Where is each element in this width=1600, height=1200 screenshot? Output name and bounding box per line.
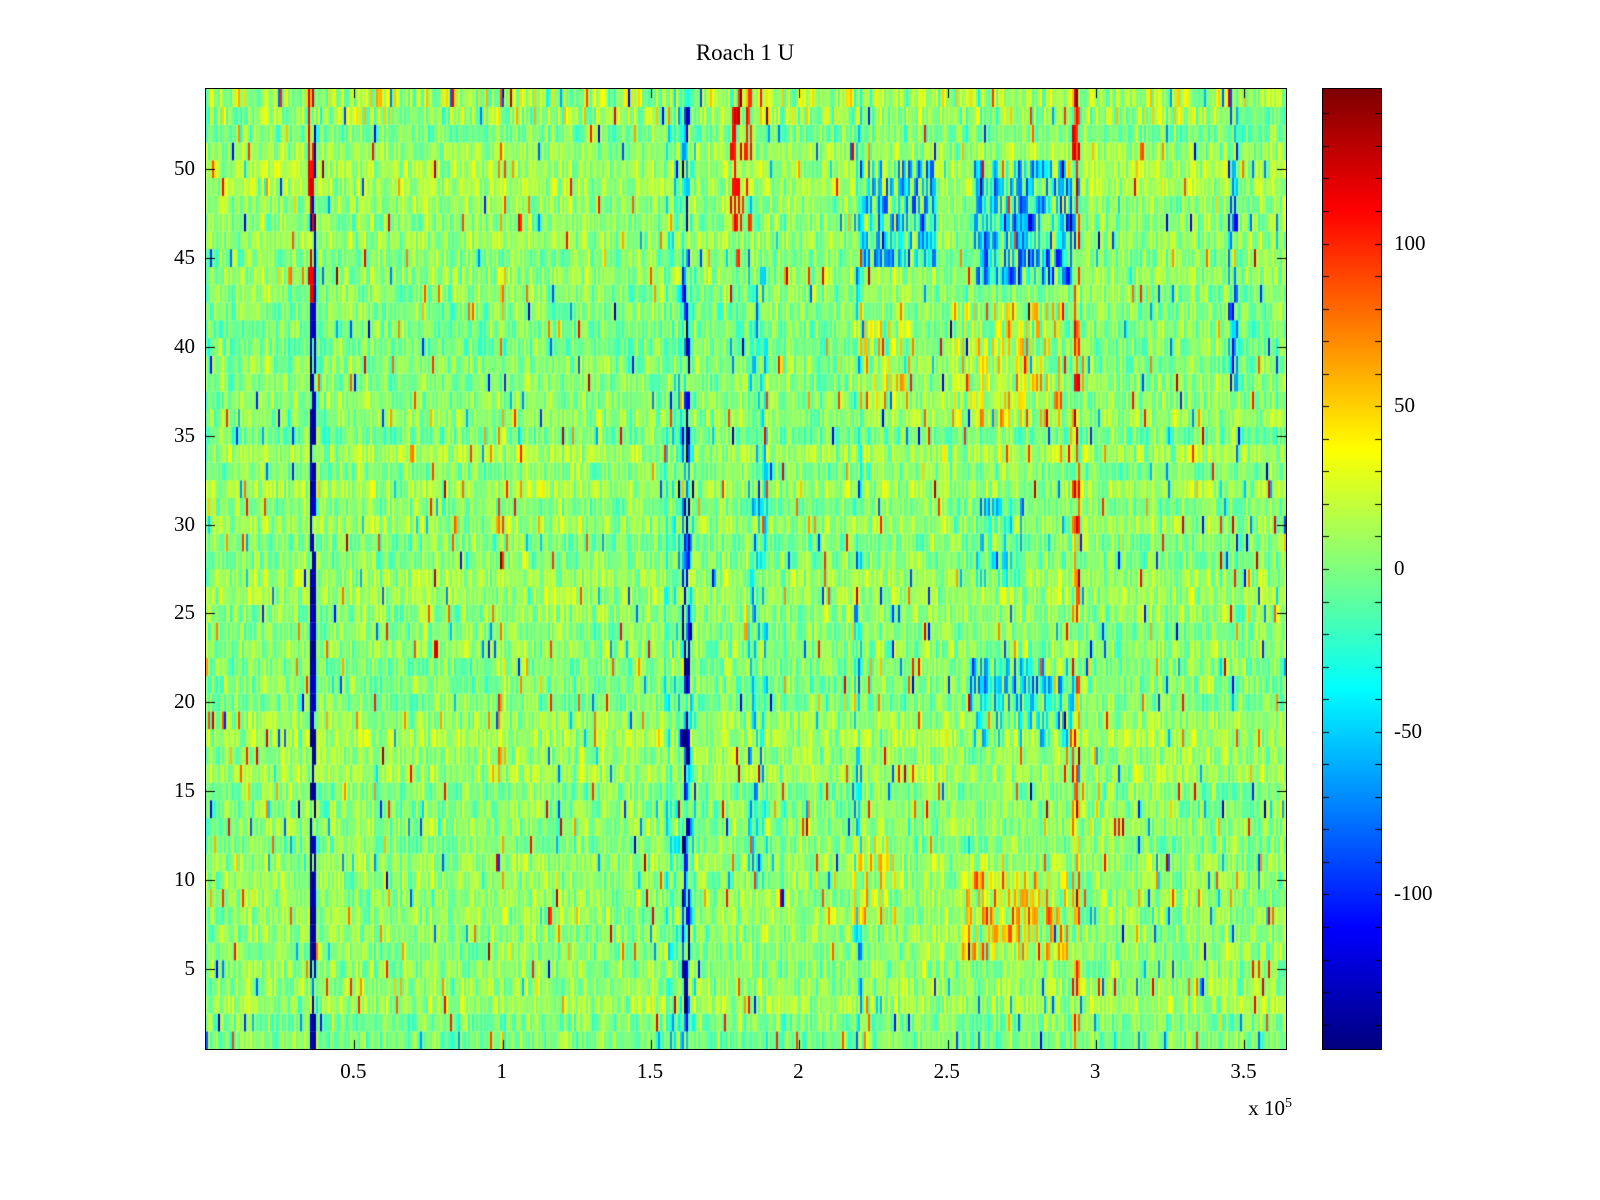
x-tick-label: 2.5 [933, 1059, 960, 1083]
plot-area [205, 88, 1287, 1050]
y-tick-label: 40 [174, 333, 195, 358]
colorbar-canvas [1323, 89, 1381, 1049]
y-tick-label: 10 [174, 867, 195, 892]
y-tick-label: 20 [174, 689, 195, 714]
x-tick-label: 1 [496, 1059, 507, 1083]
y-tick-label: 15 [174, 778, 195, 803]
x-multiplier-exponent: 5 [1285, 1096, 1292, 1111]
x-multiplier-base: x 10 [1248, 1096, 1285, 1120]
colorbar-tick-label: 50 [1394, 393, 1415, 418]
colorbar [1322, 88, 1382, 1050]
colorbar-tick-label: -50 [1394, 718, 1422, 743]
x-tick-label: 0.5 [340, 1059, 367, 1083]
y-tick-label: 50 [174, 156, 195, 180]
y-tick-label: 35 [174, 422, 195, 447]
y-tick-label: 45 [174, 244, 195, 269]
heatmap-canvas [206, 89, 1286, 1049]
x-tick-label: 3.5 [1230, 1059, 1257, 1083]
x-axis-multiplier: x 105 [1170, 1096, 1292, 1121]
y-tick-label: 25 [174, 600, 195, 625]
chart-title: Roach 1 U [695, 40, 795, 65]
y-tick-label: 5 [184, 956, 196, 980]
colorbar-tick-label: -100 [1394, 881, 1433, 906]
colorbar-tick-label: 0 [1394, 556, 1405, 580]
x-tick-label: 2 [793, 1059, 804, 1083]
x-tick-label: 1.5 [636, 1059, 664, 1083]
x-tick-label: 3 [1089, 1059, 1101, 1083]
colorbar-tick-label: 100 [1394, 230, 1426, 255]
y-tick-label: 30 [174, 511, 195, 536]
